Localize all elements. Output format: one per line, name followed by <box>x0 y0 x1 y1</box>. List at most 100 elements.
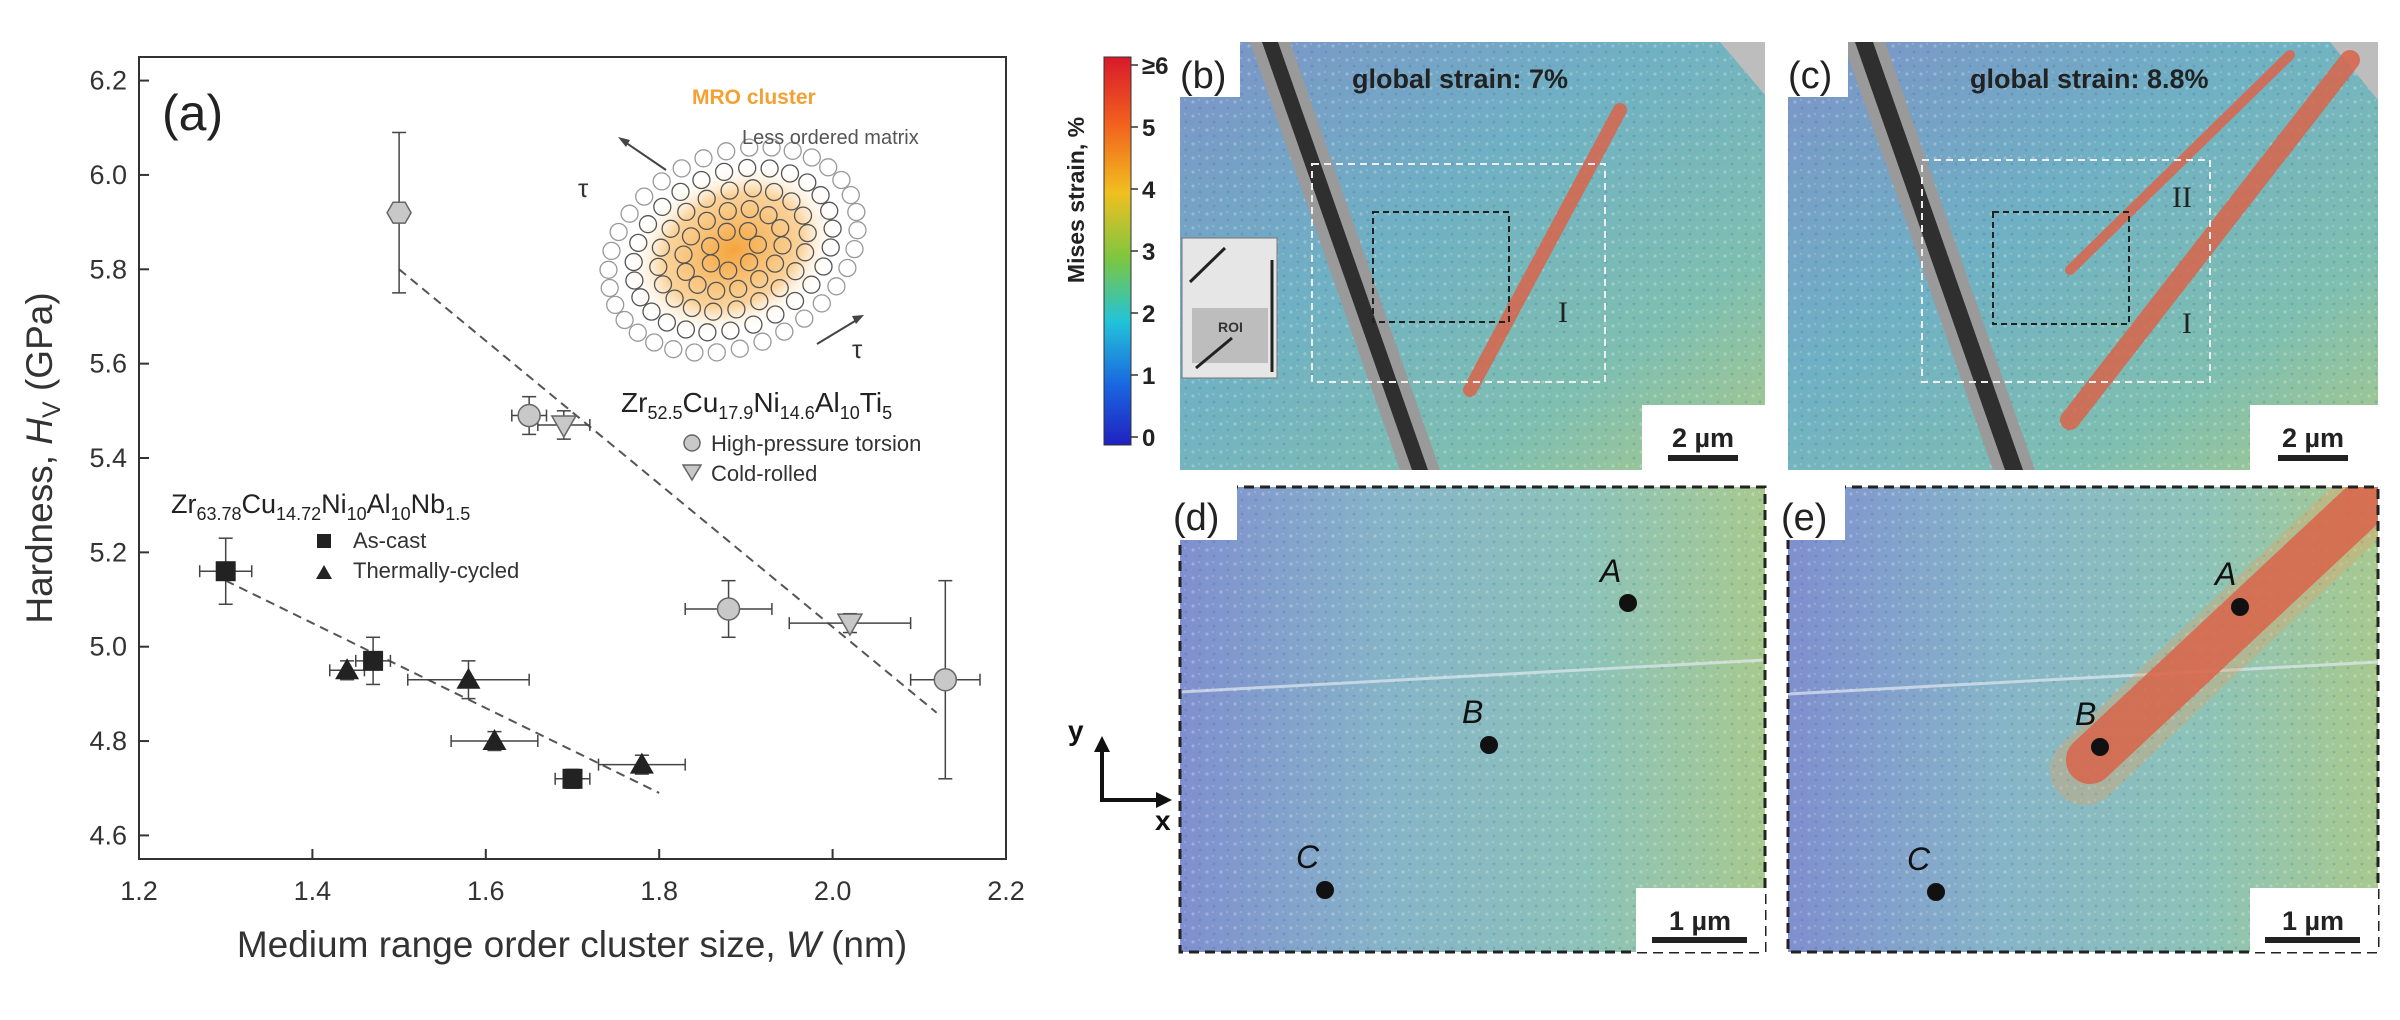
y-tick-label: 5.2 <box>89 537 127 567</box>
y-axis-arrowhead <box>1094 736 1110 752</box>
atom-circle <box>739 253 759 272</box>
map-b-notch-core <box>1262 42 1428 470</box>
atom-circle <box>642 302 661 321</box>
x-axis-arrowhead <box>1156 792 1172 808</box>
atom-circle <box>674 245 693 264</box>
formula-subscript: 17.9 <box>718 403 753 423</box>
atom-circle <box>635 187 654 206</box>
atom-circle <box>827 277 846 296</box>
map-d-point-b <box>1480 736 1498 754</box>
map-e-scratch <box>1788 660 2378 696</box>
atom-circle <box>688 275 707 294</box>
atom-circle <box>631 288 650 307</box>
x-tick-label: 1.6 <box>467 876 505 906</box>
marker-thermally-cycled <box>456 667 481 689</box>
atom-circle <box>718 201 737 221</box>
atom-circle <box>707 281 726 301</box>
mro-cluster-label: MRO cluster <box>692 86 816 109</box>
atom-circle <box>748 235 768 254</box>
map-e-point-c-label: C <box>1907 841 1931 877</box>
atom-circle <box>651 238 671 257</box>
xy-axes-indicator: y x <box>1068 715 1172 836</box>
marker-hexagon-outlier <box>386 201 412 224</box>
atom-circle <box>785 291 805 311</box>
map-e-label-box <box>1780 485 1845 540</box>
map-d-point-a-label: A <box>1598 553 1621 589</box>
map-b-shear-band-i <box>1463 103 1627 397</box>
atom-circle <box>657 313 677 332</box>
marker-thermally-cycled <box>335 658 360 680</box>
plot-frame <box>138 56 1007 860</box>
mro-cluster-inset: MRO cluster Less ordered matrix τ τ <box>578 86 919 364</box>
matrix-label: Less ordered matrix <box>742 127 919 149</box>
legend-marker-as-cast <box>317 534 331 548</box>
atom-circle <box>714 162 734 182</box>
formula-element: Al <box>815 387 840 418</box>
atom-circle <box>645 333 664 352</box>
formula-subscript: 14.72 <box>276 504 321 524</box>
atom-circle <box>838 258 857 278</box>
atom-circle <box>615 310 634 330</box>
colorbar-tick-label: 5 <box>1142 115 1155 142</box>
map-c-band-label-ii: II <box>2172 181 2192 214</box>
map-d-point-a <box>1619 594 1637 612</box>
atom-circle <box>649 257 668 277</box>
x-ticks: 1.2 1.4 1.6 1.8 2.0 2.2 <box>120 849 1025 906</box>
map-e-frame <box>1786 485 2380 954</box>
atom-circle <box>753 332 772 351</box>
map-b-roi-label: ROI <box>1218 319 1243 335</box>
atom-circle <box>738 221 758 241</box>
atom-circle <box>624 252 643 272</box>
atom-circle <box>795 243 815 262</box>
colorbar-tick-label: 1 <box>1142 363 1155 390</box>
atom-circle <box>653 275 673 294</box>
alloy-1-formula: Zr63.78Cu14.72Ni10Al10Nb1.5 <box>171 489 470 524</box>
atom-circle <box>629 233 648 253</box>
atom-circle <box>740 199 759 219</box>
formula-element: Zr <box>621 387 647 418</box>
map-b-band-label-i: I <box>1558 296 1568 329</box>
atom-circles <box>599 138 867 362</box>
x-tick-label: 1.8 <box>640 876 678 906</box>
formula-subscript: 5 <box>882 403 892 423</box>
shear-arrow-top-head <box>618 137 630 147</box>
formula-element: Ni <box>321 489 347 519</box>
atom-circle <box>744 315 763 334</box>
shear-symbol-top: τ <box>578 173 589 203</box>
map-d-texture <box>1180 487 1765 952</box>
map-b-scale-label: 2 µm <box>1672 423 1734 453</box>
legend-label-as-cast: As-cast <box>353 528 426 553</box>
marker-high-pressure-torsion <box>933 667 958 692</box>
hardness-chart: (a) 1.2 1.4 1.6 1.8 2.0 2.2 4.6 4.8 5.0 5.2 5.4 5.… <box>19 56 1025 965</box>
map-b-label-box <box>1180 42 1240 97</box>
map-c-scale-bar <box>2278 455 2348 461</box>
marker-cold-rolled <box>550 415 578 439</box>
map-c-band-label-i: I <box>2182 307 2192 340</box>
map-e-point-a <box>2231 598 2249 616</box>
strain-zoom-e: (e) A B C 1 µm <box>1780 485 2380 954</box>
map-c-roi-outer <box>1921 159 2211 383</box>
x-axis-letter: x <box>1155 805 1171 836</box>
atom-circle <box>653 197 672 217</box>
map-d-panel-label: (d) <box>1173 497 1219 539</box>
map-d-scale-bar <box>1652 937 1747 943</box>
atom-circle <box>701 237 720 256</box>
atom-circle <box>770 278 789 298</box>
marker-thermally-cycled <box>629 752 654 774</box>
atom-circle <box>600 278 619 298</box>
atom-circle <box>802 275 821 294</box>
formula-element: Al <box>367 489 391 519</box>
shear-arrow-bottom-head <box>852 315 864 324</box>
atom-circle <box>692 170 711 190</box>
atom-circle <box>652 172 671 191</box>
colorbar-title: Mises strain, % <box>1063 117 1089 283</box>
atom-circle <box>602 241 621 261</box>
atom-circle <box>628 323 647 342</box>
atom-circle <box>765 254 785 273</box>
legend-label-cold-rolled: Cold-rolled <box>711 461 817 486</box>
atom-circle <box>847 202 866 222</box>
marker-as-cast <box>562 768 583 789</box>
atom-circle <box>759 206 778 225</box>
map-d-scale-label: 1 µm <box>1669 906 1731 936</box>
mro-cluster-glow <box>627 162 839 338</box>
